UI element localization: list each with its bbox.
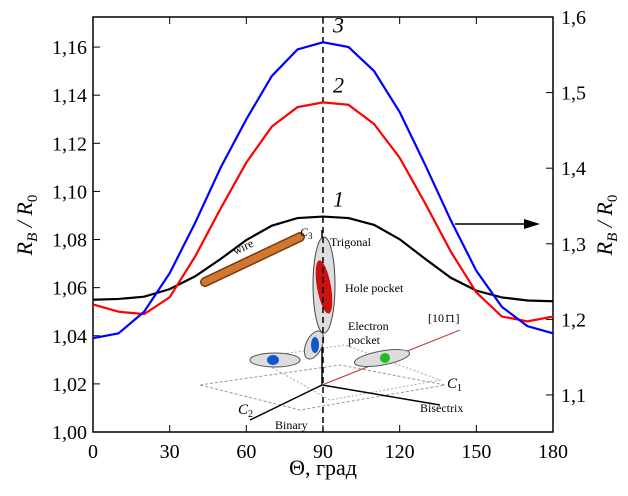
series-label: 2 — [333, 72, 344, 97]
y2-tick-label: 1,6 — [561, 7, 586, 29]
electron-core — [380, 353, 390, 363]
y2-tick-label: 1,4 — [561, 158, 586, 180]
label-part: 1 — [457, 383, 462, 394]
y2-tick-label: 1,1 — [561, 385, 586, 407]
label-part: B — [25, 233, 41, 242]
inset-label: Trigonal — [330, 235, 372, 249]
x-tick-label: 150 — [461, 441, 491, 463]
label-part: R — [12, 241, 37, 256]
label-part: / R — [12, 202, 37, 233]
inset-label: C3 — [300, 225, 313, 241]
y-tick-label: 1,08 — [52, 230, 87, 252]
label-part: C — [447, 376, 458, 392]
electron-core — [267, 355, 279, 365]
y2-tick-label: 1,2 — [561, 309, 586, 331]
x-tick-label: 60 — [236, 441, 256, 463]
y-axis-label: RB / R0 — [12, 195, 41, 257]
inset-label: Electron — [348, 319, 389, 333]
y-tick-label: 1,06 — [52, 278, 87, 300]
label-part: B — [605, 233, 621, 242]
label-part: C — [300, 225, 309, 239]
x-axis-label: Θ, град — [289, 455, 357, 480]
x-tick-label: 120 — [385, 441, 415, 463]
y-tick-label: 1,16 — [52, 37, 87, 59]
inset-labels: wire C3 Trigonal Hole pocket Electron po… — [230, 225, 463, 432]
y-tick-label: 1,10 — [52, 181, 87, 203]
y2-tick-label: 1,3 — [561, 234, 586, 256]
axis-c1 — [321, 384, 441, 406]
inset-label: [101̄1] — [428, 311, 460, 325]
label-part: R — [592, 241, 617, 256]
y-tick-label: 1,04 — [52, 326, 87, 348]
y-tick-label: 1,02 — [52, 374, 87, 396]
hole-pocket-core — [315, 260, 333, 314]
label-part: 2 — [248, 409, 253, 420]
label-part: 0 — [25, 195, 41, 203]
inset-diagram — [199, 230, 461, 421]
y2-axis-label: RB / R0 — [592, 195, 621, 257]
inset-label: C1 — [447, 376, 462, 394]
inset-label: pocket — [348, 333, 381, 347]
series-line — [92, 101, 554, 323]
inset-label: C2 — [238, 402, 253, 420]
y-tick-label: 1,12 — [52, 133, 87, 155]
y-tick-label: 1,14 — [52, 85, 87, 107]
axis-arrow-head — [524, 219, 540, 229]
series-line — [92, 41, 554, 340]
series-label: 3 — [332, 12, 344, 37]
wire — [201, 233, 304, 286]
electron-core — [311, 337, 319, 353]
x-tick-label: 0 — [88, 441, 98, 463]
label-part: C — [238, 402, 249, 418]
label-part: 3 — [308, 231, 313, 241]
inset-label: Binary — [275, 418, 308, 432]
y-tick-label: 1,00 — [52, 422, 87, 444]
series-label: 1 — [333, 187, 344, 212]
x-tick-label: 30 — [160, 441, 180, 463]
y2-tick-label: 1,5 — [561, 83, 586, 105]
x-tick-label: 90 — [313, 441, 333, 463]
x-tick-label: 180 — [538, 441, 568, 463]
axis-c2 — [249, 384, 323, 421]
label-part: / R — [592, 202, 617, 233]
label-part: 0 — [605, 195, 621, 203]
inset-label: Hole pocket — [345, 281, 404, 295]
inset-label: Bisectrix — [420, 401, 463, 415]
